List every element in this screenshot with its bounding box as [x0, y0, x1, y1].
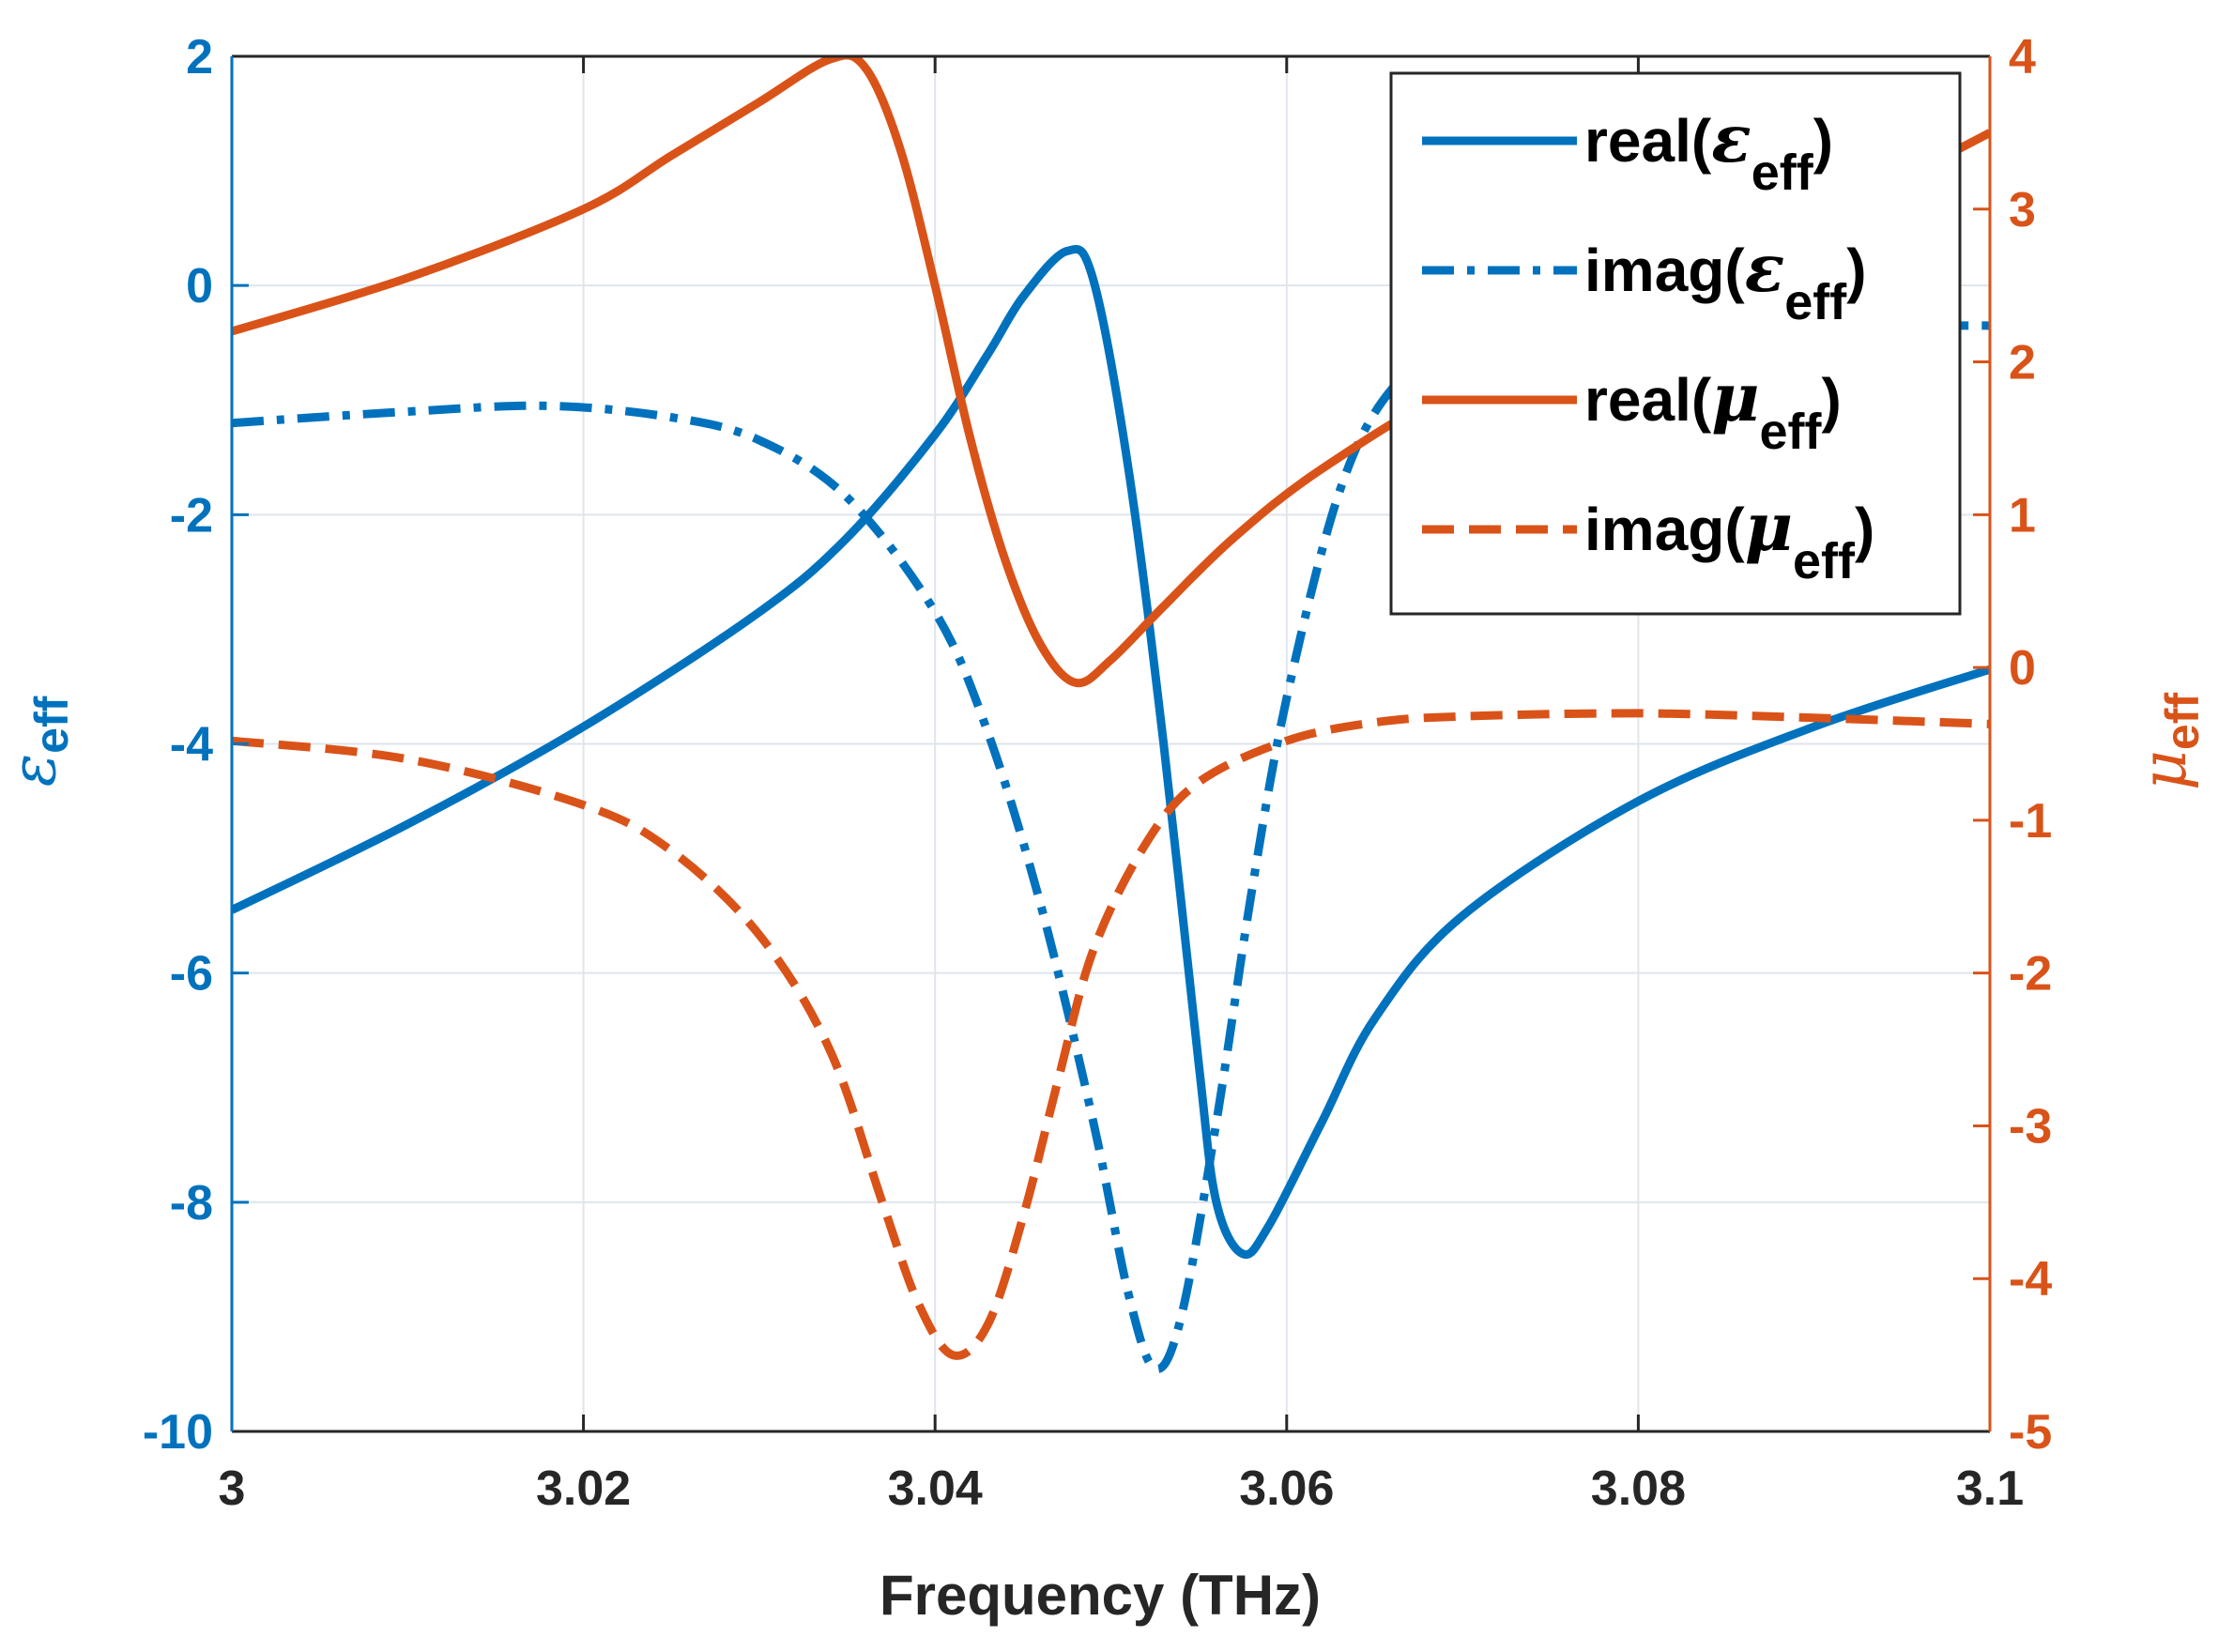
left-tick-label: 2 [186, 30, 213, 84]
x-tick-label: 3.02 [536, 1461, 631, 1516]
right-tick-labels: 4 3 2 1 0 -1 -2 -3 -4 -5 [2009, 30, 2052, 1460]
x-axis-label: Frequency (THz) [880, 1564, 1321, 1627]
x-tick-label: 3.1 [1956, 1461, 2024, 1516]
right-tick-label: 2 [2009, 336, 2036, 390]
right-axis-label-symbol: μ [2128, 750, 2200, 790]
right-tick-label: -5 [2009, 1405, 2052, 1460]
left-tick-label: -6 [170, 947, 213, 1002]
x-tick-label: 3.06 [1239, 1461, 1334, 1516]
right-axis-label: μeff [2128, 693, 2209, 790]
series-line-1 [232, 245, 1990, 1260]
right-tick-label: -3 [2009, 1099, 2052, 1154]
right-axis-label-sub: eff [2156, 693, 2209, 750]
legend-box [1389, 71, 1962, 616]
right-tick-label: 3 [2009, 183, 2036, 237]
right-tick-label: 1 [2009, 488, 2036, 543]
left-axis-label-symbol: ε [0, 754, 69, 787]
x-tick-labels: 3 3.02 3.04 3.06 3.08 3.1 [219, 1461, 2025, 1516]
x-tick-label: 3.04 [888, 1461, 983, 1516]
left-tick-label: -2 [170, 488, 213, 543]
left-tick-label: -4 [170, 718, 213, 772]
svg-text:μeff: μeff [2128, 693, 2209, 790]
right-tick-label: 4 [2009, 30, 2036, 84]
legend-label-1: real(εeff) [1584, 99, 1833, 201]
right-tick-label: -4 [2009, 1252, 2052, 1307]
x-tick-label: 3 [219, 1461, 246, 1516]
left-tick-label: 0 [186, 259, 213, 314]
svg-text:εeff: εeff [0, 696, 78, 787]
x-tick-label: 3.08 [1591, 1461, 1686, 1516]
left-tick-label: -8 [170, 1176, 213, 1231]
legend-label-4: imag(μeff) [1584, 488, 1874, 589]
right-tick-label: -2 [2009, 947, 2052, 1002]
left-axis-label: εeff [0, 696, 78, 787]
legend: real(εeff) imag(εeff) real(μeff) imag(μeff) [1389, 71, 1962, 616]
legend-label-2: imag(εeff) [1584, 229, 1867, 330]
left-tick-labels: 2 0 -2 -4 -6 -8 -10 [143, 30, 213, 1460]
right-tick-label: 0 [2009, 641, 2036, 696]
axes [230, 54, 1992, 1433]
right-tick-label: -1 [2009, 794, 2052, 849]
left-tick-label: -10 [143, 1405, 213, 1460]
legend-label-3: real(μeff) [1584, 359, 1842, 460]
left-axis-label-sub: eff [25, 696, 78, 753]
series-line-4 [232, 709, 1990, 1360]
